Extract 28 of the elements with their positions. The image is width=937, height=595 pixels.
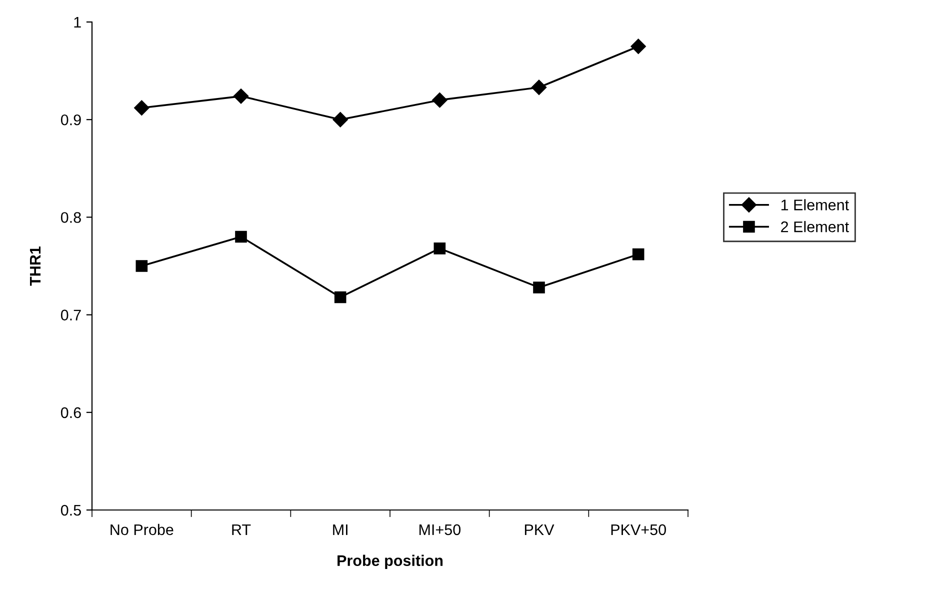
- y-tick-label: 1: [74, 17, 81, 28]
- point: [533, 282, 545, 294]
- x-tick-label: PKV: [524, 524, 554, 535]
- point: [630, 38, 646, 54]
- x-tick-label: MI+50: [419, 524, 461, 536]
- x-tick-label: PKV+50: [611, 524, 666, 536]
- x-tick-label: MI: [333, 524, 348, 535]
- legend-label: 2 Element: [781, 221, 849, 232]
- y-axis-title: THR1: [30, 246, 41, 286]
- point: [332, 112, 348, 128]
- x-tick-label: RT: [232, 524, 251, 535]
- point: [233, 88, 249, 104]
- legend-label: 1 Element: [781, 199, 849, 210]
- point: [134, 100, 150, 116]
- point: [432, 92, 448, 108]
- point: [531, 80, 547, 95]
- y-tick-label: 0.5: [60, 504, 81, 516]
- y-tick-label: 0.8: [60, 212, 81, 223]
- point: [136, 260, 148, 272]
- y-tick-label: 0.6: [60, 407, 81, 418]
- x-tick-label: No Probe: [110, 524, 174, 536]
- point: [235, 230, 247, 243]
- point: [434, 242, 446, 254]
- point: [632, 248, 644, 260]
- point: [334, 291, 346, 304]
- y-tick-label: 0.7: [60, 310, 81, 320]
- y-tick-label: 0.9: [60, 114, 81, 126]
- x-axis-title: Probe position: [338, 554, 443, 570]
